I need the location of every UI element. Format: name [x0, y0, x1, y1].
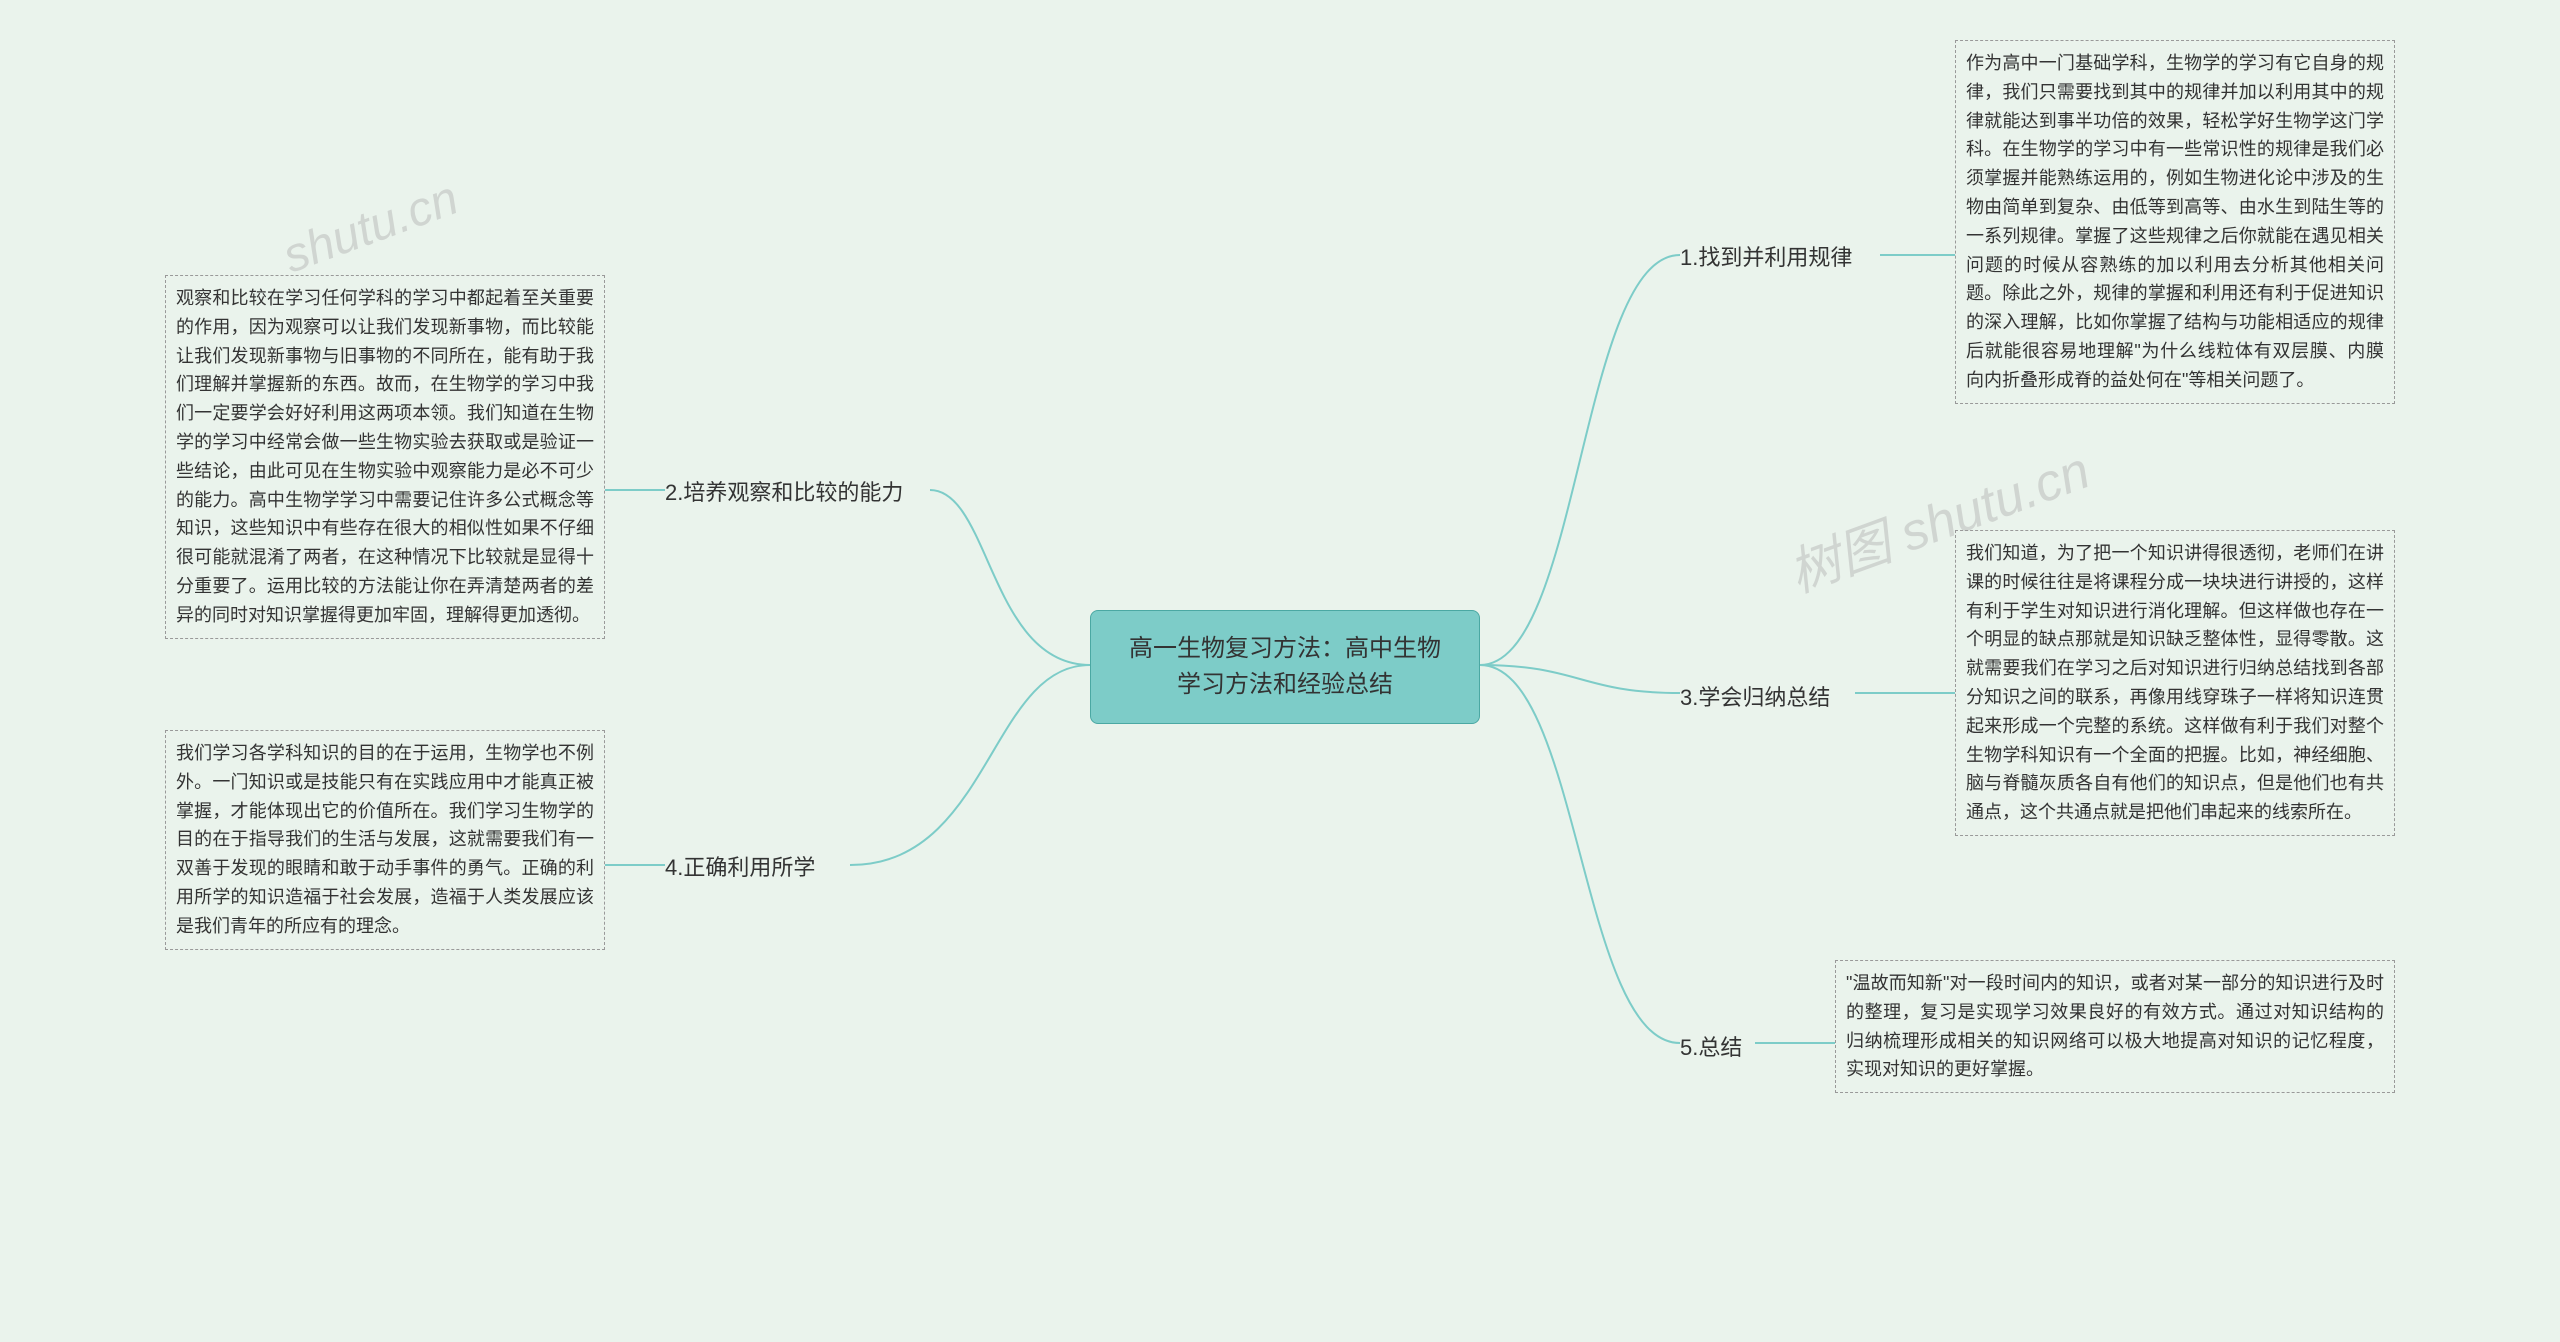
branch-5-leaf: "温故而知新"对一段时间内的知识，或者对某一部分的知识进行及时的整理，复习是实现…: [1835, 960, 2395, 1093]
branch-3-leaf-text: 我们知道，为了把一个知识讲得很透彻，老师们在讲课的时候往往是将课程分成一块块进行…: [1966, 543, 2384, 822]
branch-3-text: 3.学会归纳总结: [1680, 685, 1830, 710]
branch-4-label: 4.正确利用所学: [665, 850, 815, 882]
branch-2-leaf-text: 观察和比较在学习任何学科的学习中都起着至关重要的作用，因为观察可以让我们发现新事…: [176, 288, 594, 625]
branch-4-leaf-text: 我们学习各学科知识的目的在于运用，生物学也不例外。一门知识或是技能只有在实践应用…: [176, 743, 594, 936]
branch-4-text: 4.正确利用所学: [665, 855, 815, 880]
watermark-1: shutu.cn: [276, 171, 465, 285]
branch-2-leaf: 观察和比较在学习任何学科的学习中都起着至关重要的作用，因为观察可以让我们发现新事…: [165, 275, 605, 639]
branch-1-leaf: 作为高中一门基础学科，生物学的学习有它自身的规律，我们只需要找到其中的规律并加以…: [1955, 40, 2395, 404]
center-node: 高一生物复习方法：高中生物学习方法和经验总结: [1090, 610, 1480, 724]
branch-1-text: 1.找到并利用规律: [1680, 245, 1852, 270]
branch-3-label: 3.学会归纳总结: [1680, 680, 1830, 712]
center-text: 高一生物复习方法：高中生物学习方法和经验总结: [1129, 635, 1441, 698]
branch-3-leaf: 我们知道，为了把一个知识讲得很透彻，老师们在讲课的时候往往是将课程分成一块块进行…: [1955, 530, 2395, 836]
branch-1-leaf-text: 作为高中一门基础学科，生物学的学习有它自身的规律，我们只需要找到其中的规律并加以…: [1966, 53, 2384, 390]
branch-5-text: 5.总结: [1680, 1035, 1742, 1060]
branch-2-label: 2.培养观察和比较的能力: [665, 475, 903, 507]
branch-1-label: 1.找到并利用规律: [1680, 240, 1852, 272]
branch-5-leaf-text: "温故而知新"对一段时间内的知识，或者对某一部分的知识进行及时的整理，复习是实现…: [1846, 973, 2384, 1079]
branch-4-leaf: 我们学习各学科知识的目的在于运用，生物学也不例外。一门知识或是技能只有在实践应用…: [165, 730, 605, 950]
branch-2-text: 2.培养观察和比较的能力: [665, 480, 903, 505]
watermark-1-text: shutu.cn: [276, 172, 465, 284]
branch-5-label: 5.总结: [1680, 1030, 1742, 1062]
